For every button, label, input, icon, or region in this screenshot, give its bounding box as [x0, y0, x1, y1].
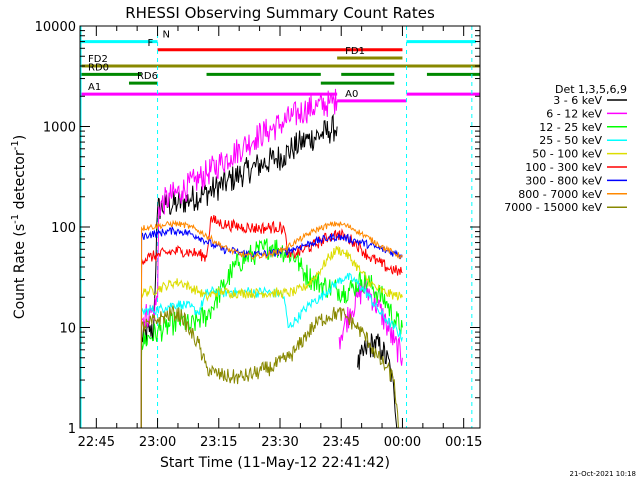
legend-label: 7000 - 15000 keV: [504, 201, 602, 214]
mode-label-rd6: RD6: [137, 71, 158, 82]
chart-title: RHESSI Observing Summary Count Rates: [125, 4, 435, 22]
legend-label: 25 - 50 keV: [539, 134, 602, 147]
mode-label-rd0: RD0: [88, 62, 109, 73]
x-tick-label: 00:00: [384, 435, 421, 450]
mode-label-f: F: [148, 38, 154, 49]
series-line-3: [140, 272, 403, 429]
mode-label-n: N: [163, 30, 170, 41]
x-tick-label: 23:45: [322, 435, 359, 450]
y-axis-label-group: Count Rate (s-1 detector-1): [10, 135, 28, 319]
series-line-1: [140, 88, 338, 429]
legend-label: 12 - 25 keV: [539, 121, 602, 134]
series-layer: [140, 88, 403, 429]
mode-label-a1: A1: [88, 82, 101, 93]
y-tick-label: 10: [59, 322, 76, 337]
y-tick-label: 10000: [35, 20, 76, 35]
y-label-superscript: -1: [10, 214, 21, 224]
x-tick-label: 23:15: [200, 435, 237, 450]
legend-label: 3 - 6 keV: [553, 94, 602, 107]
legend-label: 50 - 100 keV: [532, 148, 602, 161]
legend-label: 300 - 800 keV: [525, 174, 602, 187]
y-tick-label: 1000: [43, 121, 76, 136]
series-line-0: [140, 113, 338, 429]
y-label-superscript: -1: [10, 140, 21, 150]
series-line-4: [140, 245, 403, 429]
date-stamp: 21-Oct-2021 10:18: [570, 470, 636, 478]
series-line-6: [140, 225, 403, 429]
y-tick-label: 100: [51, 221, 76, 236]
x-tick-label: 22:45: [78, 435, 115, 450]
y-label-text: ): [12, 135, 28, 140]
x-axis-label: Start Time (11-May-12 22:41:42): [160, 455, 390, 471]
y-label-text: detector: [12, 150, 28, 214]
series-line-8: [140, 305, 399, 429]
legend-label: 100 - 300 keV: [525, 161, 602, 174]
series-line-2: [140, 238, 403, 429]
x-tick-label: 00:15: [445, 435, 482, 450]
legend-label: 6 - 12 keV: [546, 107, 602, 120]
axes: 22:45 23:00 23:15 23:30 23:45 00:00 00:15 1 10 10…: [35, 20, 483, 450]
mode-label-fd2: FD2: [88, 54, 108, 65]
legend-title: Det 1,3,5,6,9: [555, 83, 627, 96]
series-line-0: [357, 333, 399, 429]
y-tick-label: 1: [68, 422, 76, 437]
x-tick-label: 23:00: [139, 435, 176, 450]
mode-label-fd1: FD1: [345, 46, 365, 57]
x-tick-label: 23:30: [261, 435, 298, 450]
legend-label: 800 - 7000 keV: [518, 188, 602, 201]
mode-label-a0: A0: [345, 89, 358, 100]
series-line-5: [140, 215, 403, 429]
chart-title-group: RHESSI Observing Summary Count Rates: [125, 4, 435, 22]
y-label-text: Count Rate (s: [12, 224, 28, 319]
series-line-1: [338, 277, 403, 366]
y-axis-label: Count Rate (s-1 detector-1): [10, 135, 28, 319]
series-line-7: [140, 219, 403, 429]
